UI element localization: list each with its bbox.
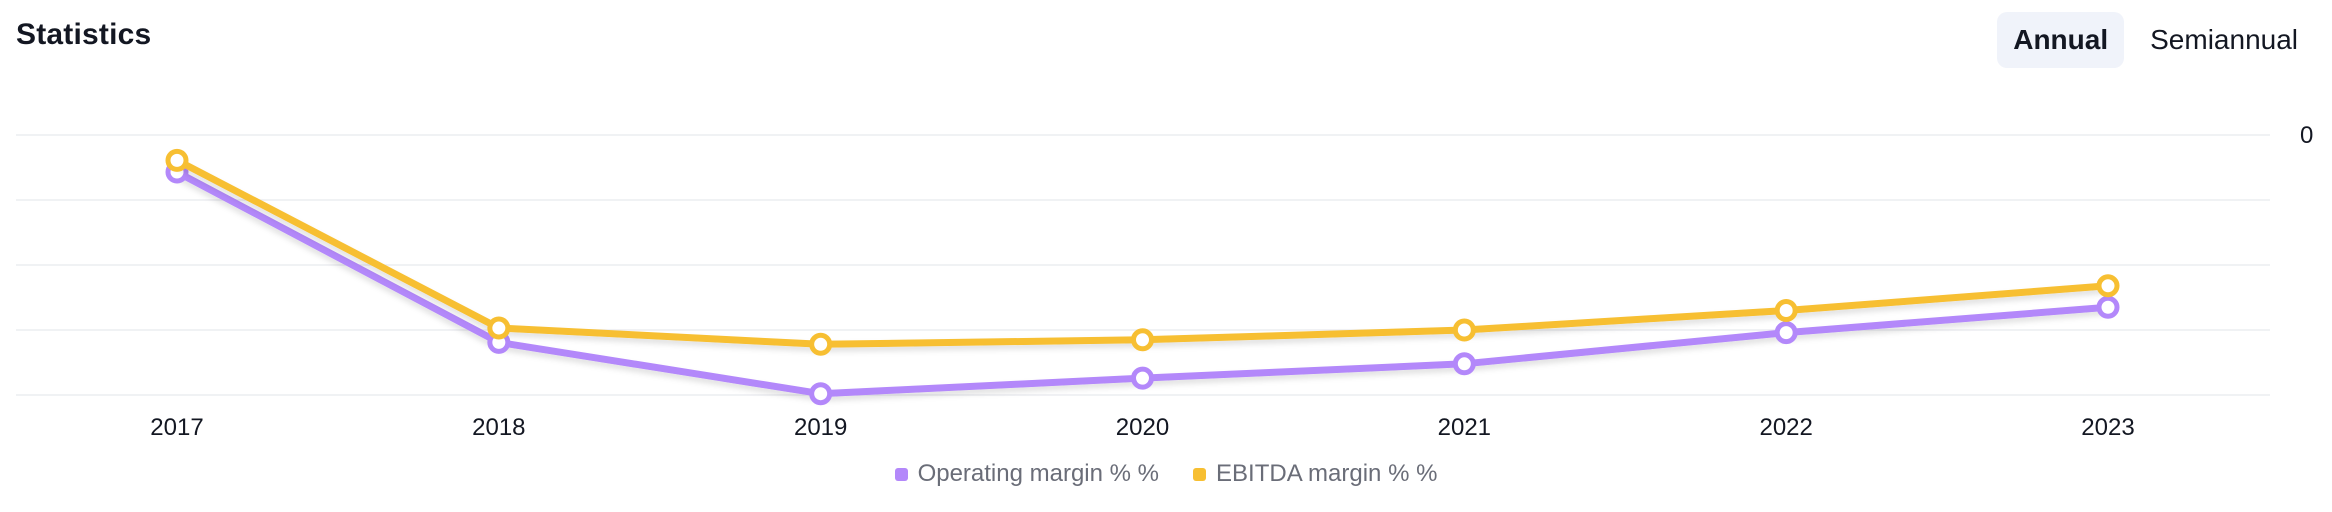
x-tick-label: 2017 (150, 414, 203, 441)
x-tick-label: 2020 (1116, 414, 1169, 441)
data-point (1774, 299, 1798, 322)
legend-swatch (1193, 467, 1207, 481)
data-point (1131, 366, 1154, 390)
chart-legend: Operating margin % % EBITDA margin % % (0, 460, 2332, 488)
period-tabs: Annual Semiannual (1997, 12, 2314, 68)
series-layer (165, 148, 2120, 406)
x-tick-label: 2022 (1759, 414, 1812, 441)
series-line (173, 168, 2112, 398)
data-point (165, 148, 189, 172)
series-ebitda-margin (165, 148, 2120, 356)
x-tick-label: 2023 (2081, 414, 2134, 441)
x-tick-label: 2021 (1438, 414, 1491, 441)
data-point (1774, 321, 1798, 345)
legend-item[interactable]: Operating margin % % (894, 460, 1160, 488)
data-point (1131, 328, 1154, 352)
tab-annual[interactable]: Annual (1997, 12, 2125, 68)
series-line (173, 156, 2112, 348)
data-point (1452, 318, 1476, 342)
series-operating-margin (165, 160, 2120, 406)
data-point (487, 316, 511, 340)
data-point (2096, 295, 2120, 319)
y-axis-ticks: 0 (2300, 122, 2313, 149)
y-tick-label: 0 (2300, 122, 2313, 149)
legend-label: Operating margin % % (917, 460, 1160, 487)
data-point (809, 382, 833, 406)
legend-swatch (894, 467, 908, 481)
legend-item[interactable]: EBITDA margin % % (1193, 460, 1437, 488)
tab-semiannual[interactable]: Semiannual (2150, 24, 2298, 55)
legend-label: EBITDA margin % % (1216, 460, 1438, 487)
data-point (2096, 274, 2120, 298)
x-tick-label: 2018 (472, 414, 525, 441)
page-title: Statistics (16, 18, 152, 51)
data-point (809, 332, 833, 356)
x-axis-ticks: 2017 2018 2019 2020 2021 2022 2023 (150, 414, 2134, 441)
data-point (1452, 352, 1476, 376)
x-tick-label: 2019 (794, 414, 847, 441)
